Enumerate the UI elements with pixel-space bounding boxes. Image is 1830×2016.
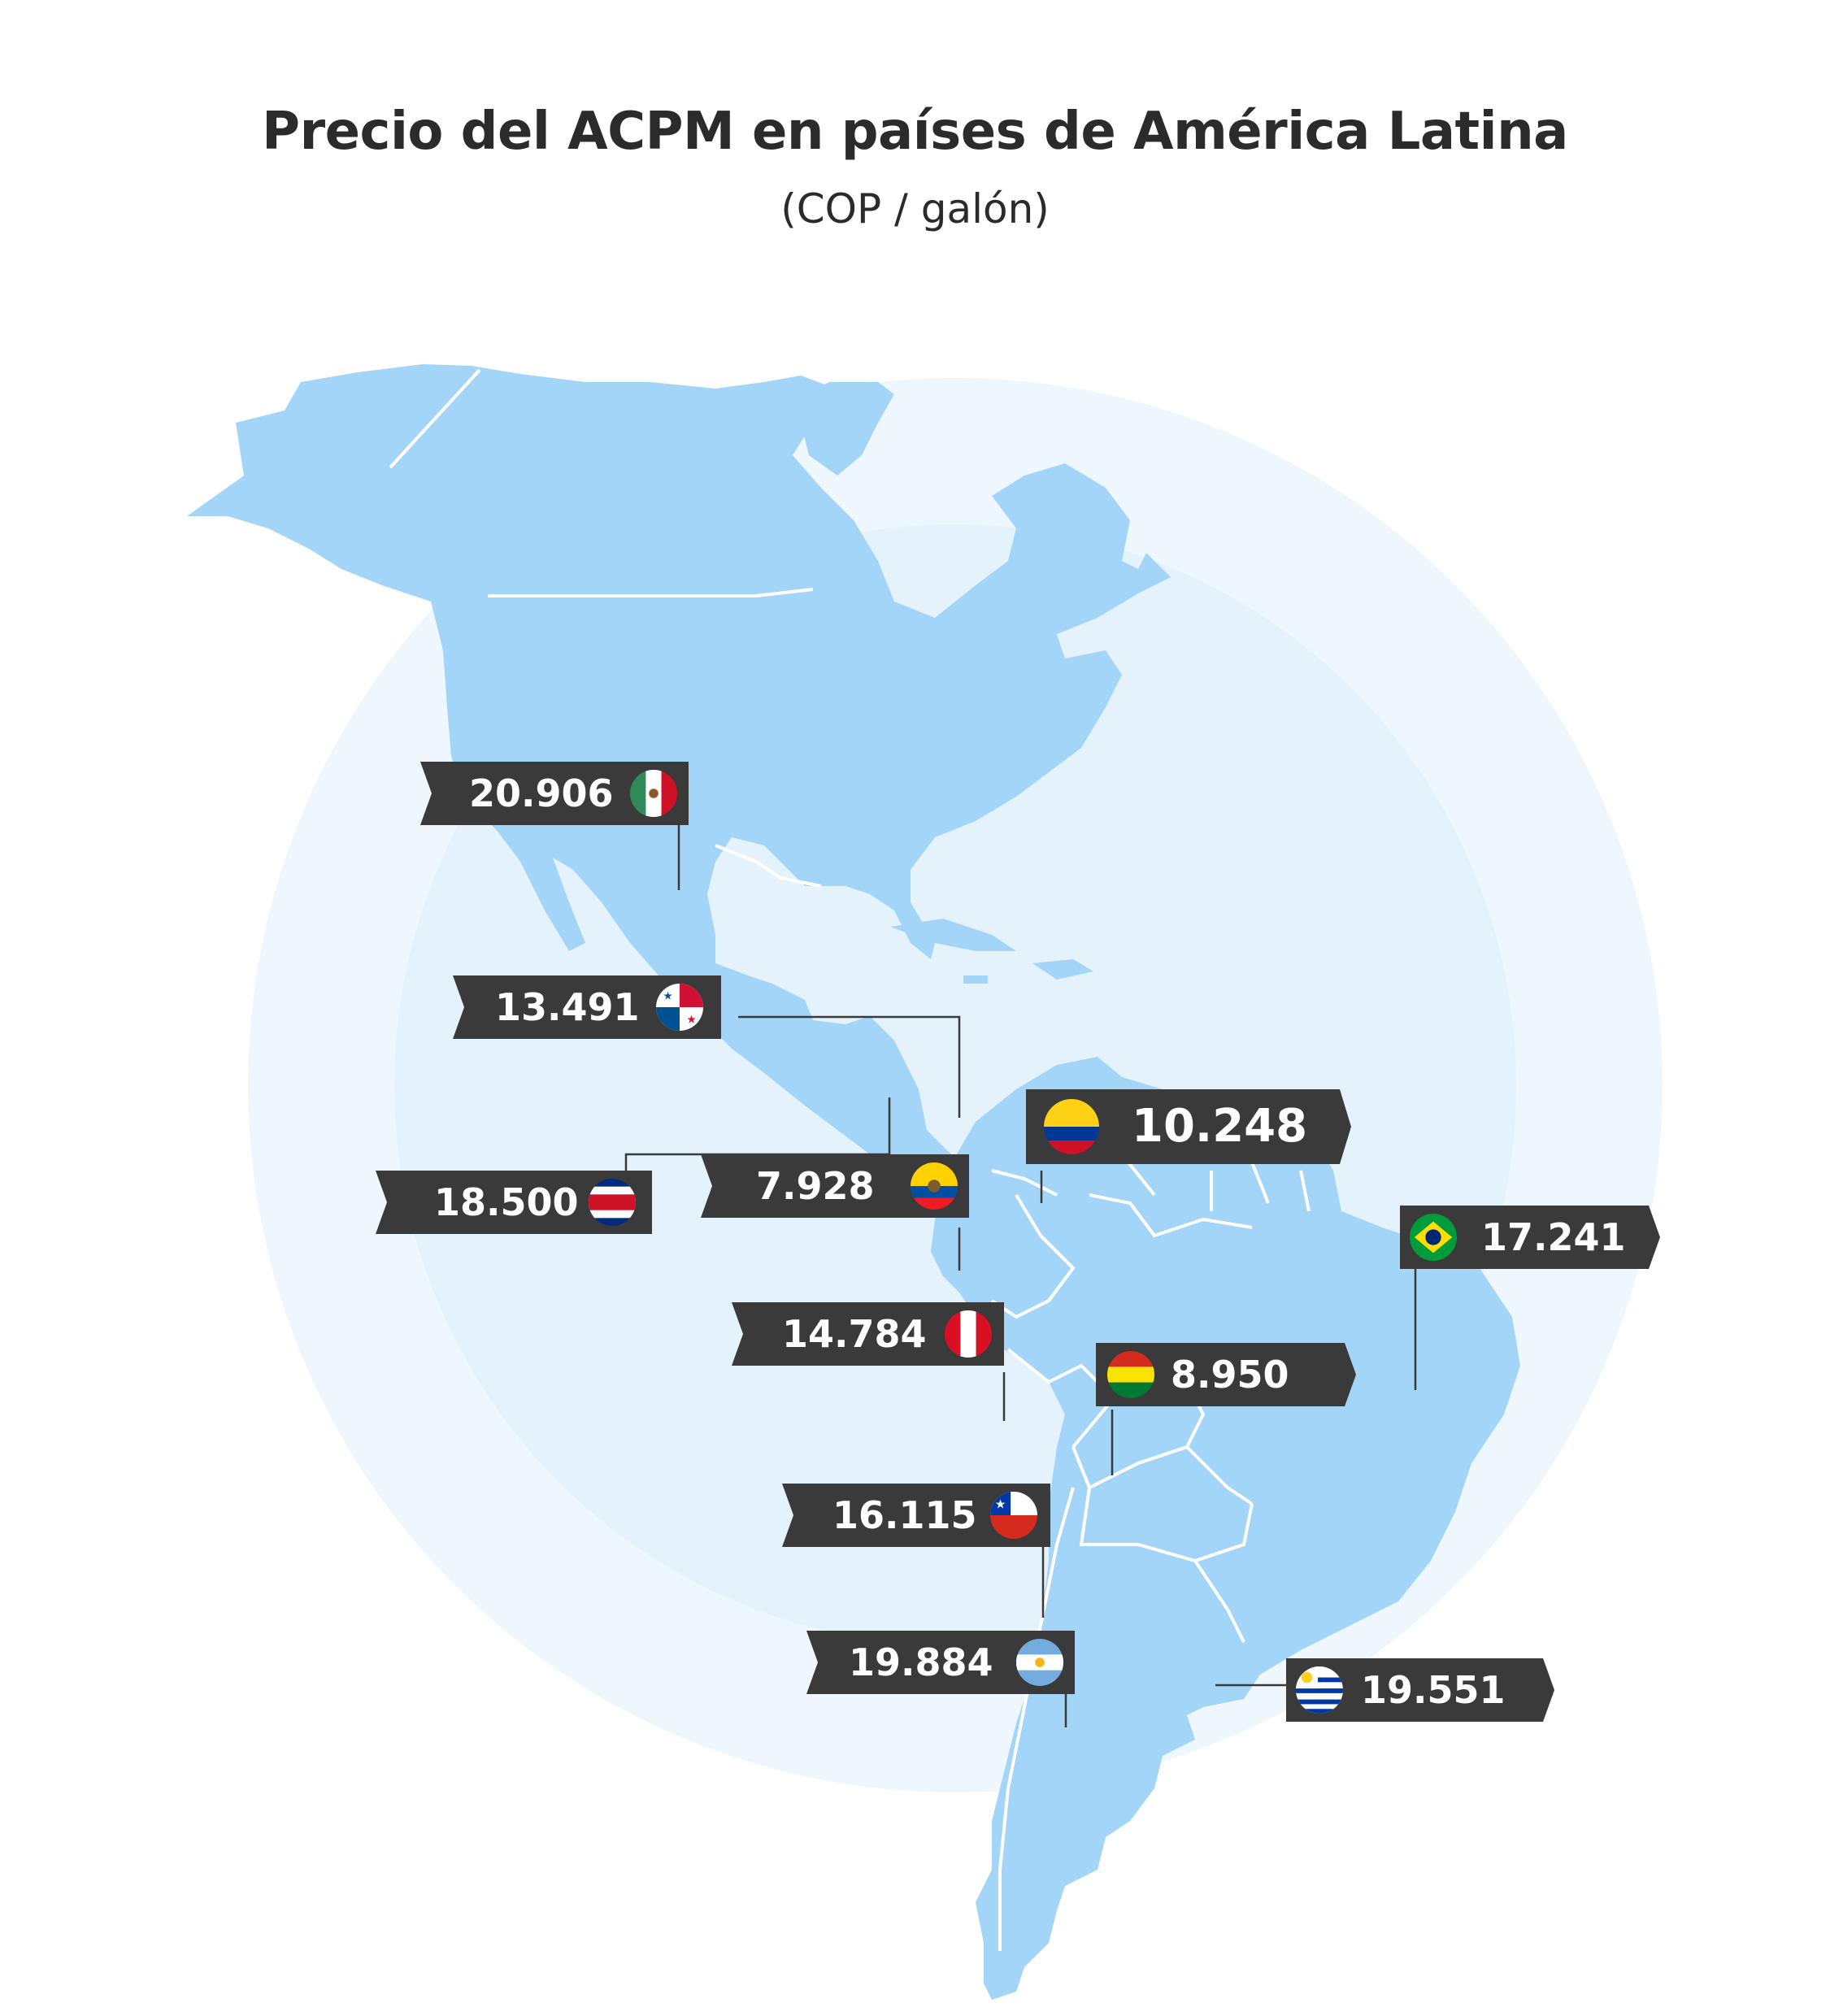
ecuador-flag-icon <box>911 1162 958 1210</box>
svg-text:★: ★ <box>995 1497 1006 1511</box>
svg-text:★: ★ <box>663 989 672 1002</box>
bolivia-flag-icon <box>1107 1351 1154 1398</box>
costa-rica-flag-icon <box>589 1179 636 1226</box>
leader-panama <box>738 1015 961 1118</box>
peru-flag-icon <box>945 1310 992 1358</box>
label-panama: 13.491 ★ ★ <box>453 975 721 1039</box>
price-colombia: 10.248 <box>1132 1100 1308 1153</box>
label-argentina: 19.884 <box>806 1631 1075 1694</box>
price-uruguay: 19.551 <box>1361 1668 1506 1712</box>
price-costa-rica: 18.500 <box>434 1180 579 1224</box>
price-chile: 16.115 <box>832 1493 977 1537</box>
chile-flag-icon: ★ <box>990 1492 1037 1539</box>
label-colombia: 10.248 <box>1026 1089 1351 1164</box>
label-mexico: 20.906 <box>420 762 689 825</box>
price-ecuador: 7.928 <box>756 1164 875 1208</box>
price-bolivia: 8.950 <box>1171 1353 1289 1397</box>
country-borders <box>389 368 1311 1951</box>
uruguay-flag-icon <box>1296 1666 1343 1714</box>
label-peru: 14.784 <box>732 1302 1004 1366</box>
price-panama: 13.491 <box>495 985 640 1029</box>
panama-flag-icon: ★ ★ <box>656 984 703 1031</box>
cuba-landmass <box>890 919 1016 951</box>
price-brazil: 17.241 <box>1481 1215 1626 1259</box>
jamaica-landmass <box>963 975 988 984</box>
hispaniola-landmass <box>1032 959 1093 980</box>
label-chile: 16.115 ★ <box>782 1484 1050 1547</box>
map-title: Precio del ACPM en países de América Lat… <box>262 102 1568 162</box>
label-costa-rica: 18.500 <box>376 1171 652 1234</box>
brazil-flag-icon <box>1410 1214 1457 1261</box>
map-subtitle: (COP / galón) <box>780 185 1050 232</box>
mexico-flag-icon <box>630 770 677 817</box>
price-peru: 14.784 <box>782 1312 927 1356</box>
label-bolivia: 8.950 <box>1096 1343 1356 1406</box>
argentina-flag-icon <box>1016 1639 1063 1686</box>
south-america-landmass <box>931 1057 1520 2000</box>
label-brazil: 17.241 <box>1400 1206 1660 1269</box>
price-argentina: 19.884 <box>849 1640 993 1684</box>
label-uruguay: 19.551 <box>1286 1658 1554 1722</box>
label-ecuador: 7.928 <box>701 1154 969 1218</box>
price-mexico: 20.906 <box>469 771 614 815</box>
svg-text:★: ★ <box>686 1013 696 1026</box>
colombia-flag-icon <box>1044 1099 1099 1154</box>
greenland-landmass <box>797 382 894 476</box>
